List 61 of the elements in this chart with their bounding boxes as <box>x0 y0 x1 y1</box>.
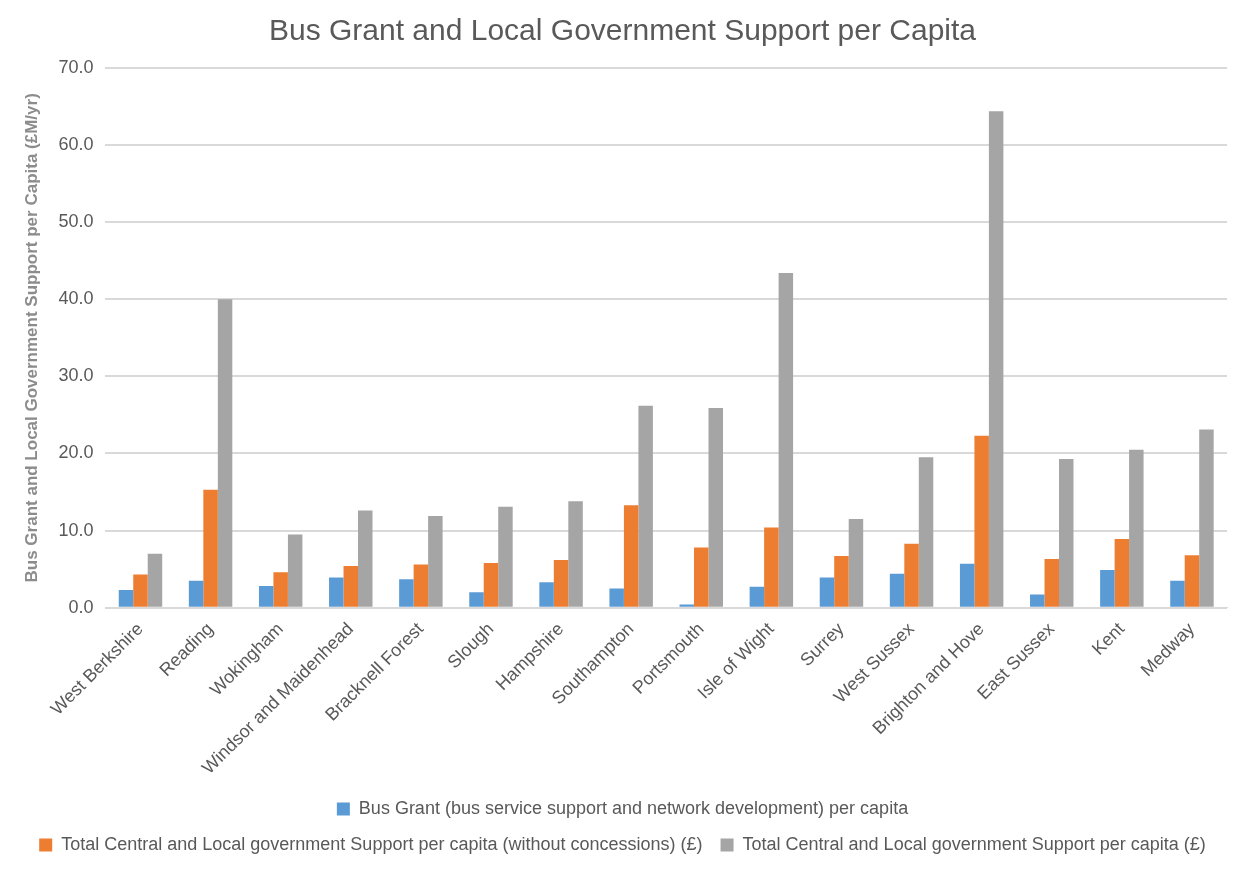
bar <box>287 534 303 607</box>
bar <box>834 556 849 607</box>
bar <box>1184 555 1200 607</box>
y-axis-title: Bus Grant and Local Government Support per Capita (£M/yr) <box>21 93 41 583</box>
y-tick-label: 30.0 <box>58 365 94 386</box>
bar <box>188 580 204 607</box>
bar <box>258 586 274 607</box>
bar <box>819 577 835 607</box>
bar <box>988 111 1004 607</box>
bar <box>1059 458 1074 607</box>
bar <box>904 543 919 607</box>
y-tick-label: 20.0 <box>58 442 94 463</box>
bar <box>329 577 344 607</box>
chart-title: Bus Grant and Local Government Support per Capita <box>268 13 977 47</box>
bar <box>609 588 624 607</box>
legend-label: Total Central and Local government Support per capita (£) <box>742 833 1206 854</box>
legend-label: Total Central and Local government Support per capita (without concessions) (£) <box>61 833 703 854</box>
y-tick-label: 70.0 <box>58 56 94 77</box>
bar <box>1199 429 1214 607</box>
bar <box>133 574 148 607</box>
y-tick-label: 10.0 <box>58 519 94 540</box>
bar <box>428 515 443 607</box>
bar <box>1129 449 1144 607</box>
bar <box>1170 580 1185 607</box>
bar <box>918 457 934 607</box>
bar <box>1100 569 1115 607</box>
bar <box>959 563 975 607</box>
bar <box>147 553 163 607</box>
bar <box>848 519 864 607</box>
bar <box>708 408 723 607</box>
bar <box>778 273 794 607</box>
bar <box>343 566 359 607</box>
bar <box>203 489 218 607</box>
bar <box>539 582 554 607</box>
bar <box>469 592 484 607</box>
bar <box>413 564 429 607</box>
bar <box>273 572 288 607</box>
bar <box>568 501 583 607</box>
y-tick-label: 50.0 <box>58 211 94 232</box>
bar <box>118 589 134 607</box>
bar <box>1044 559 1059 607</box>
bar <box>638 405 653 607</box>
y-tick-label: 60.0 <box>58 134 94 155</box>
bar <box>679 604 695 607</box>
bar <box>749 586 765 607</box>
y-tick-label: 0.0 <box>68 596 94 617</box>
bar <box>764 527 779 607</box>
legend-label: Bus Grant (bus service support and network development) per capita <box>358 797 910 818</box>
bar <box>399 579 414 607</box>
bar <box>1030 594 1045 607</box>
bar <box>974 435 989 607</box>
bar <box>358 510 373 607</box>
bar <box>1114 539 1130 607</box>
bar <box>498 506 513 607</box>
bar <box>483 562 499 607</box>
bar <box>694 547 709 607</box>
bar <box>889 573 905 607</box>
bar <box>553 559 569 607</box>
bar <box>623 505 639 607</box>
bar <box>217 299 233 607</box>
y-tick-label: 40.0 <box>58 288 94 309</box>
